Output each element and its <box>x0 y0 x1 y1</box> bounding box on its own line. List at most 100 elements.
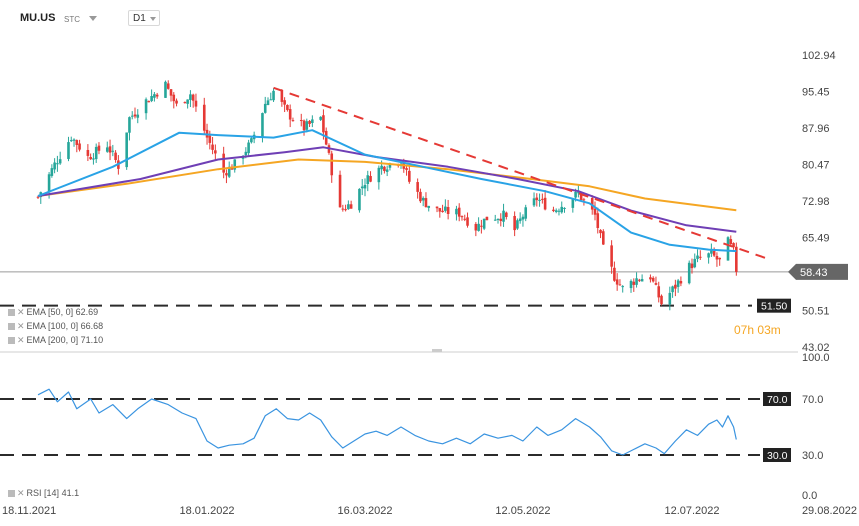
legend-ema200[interactable]: ✕ EMA [200, 0] 71.10 <box>8 335 103 346</box>
candle-down <box>291 120 295 122</box>
candle-up <box>493 219 497 221</box>
candle-up <box>629 280 633 289</box>
candle-down <box>735 246 738 272</box>
candle-down <box>718 257 721 260</box>
candle-up <box>696 255 699 259</box>
indicator-settings-icon[interactable] <box>8 323 15 330</box>
candle-down <box>86 149 90 156</box>
candle-down <box>613 267 616 281</box>
candle-up <box>635 278 638 285</box>
price-axis-tick-label: 50.51 <box>802 306 830 318</box>
candle-up <box>557 210 561 212</box>
candle-up <box>72 139 76 141</box>
legend-ema100[interactable]: ✕ EMA [100, 0] 66.68 <box>8 321 103 332</box>
close-icon[interactable]: ✕ <box>17 321 25 331</box>
candle-up <box>266 100 270 105</box>
ema100-line <box>37 146 737 233</box>
candle-down <box>654 283 658 285</box>
candle-down <box>552 209 555 211</box>
candle-down <box>97 145 101 151</box>
candle-down <box>463 218 467 220</box>
price-axis-tick-label: 87.96 <box>802 123 830 135</box>
rsi-30-badge: 30.0 <box>763 448 791 462</box>
candle-down <box>419 191 422 202</box>
candle-down <box>286 104 289 110</box>
date-axis-tick-label: 29.08.2022 <box>802 505 857 517</box>
candle-up <box>53 162 56 170</box>
candle-up <box>128 117 131 133</box>
close-icon[interactable]: ✕ <box>17 488 25 498</box>
price-axis-tick-label: 72.98 <box>802 196 830 208</box>
symbol-dropdown-icon[interactable] <box>89 16 97 21</box>
candle-down <box>383 166 386 171</box>
candle-up <box>377 167 381 183</box>
candle-up <box>571 199 575 208</box>
indicator-settings-icon[interactable] <box>8 490 15 497</box>
rsi-axis-tick-label: 30.0 <box>802 450 823 462</box>
candle-up <box>153 94 156 98</box>
date-axis-tick-label: 16.03.2022 <box>337 505 392 517</box>
candle-down <box>446 207 450 214</box>
candle-up <box>518 218 522 222</box>
candle-countdown: 07h 03m <box>734 323 781 337</box>
candle-down <box>169 89 173 96</box>
symbol-label: MU.US <box>20 12 56 24</box>
candle-down <box>194 100 198 107</box>
close-icon[interactable]: ✕ <box>17 307 25 317</box>
rsi-axis-tick-label: 0.0 <box>802 490 817 502</box>
pane-resize-handle <box>432 349 442 352</box>
candle-up <box>189 94 192 100</box>
legend-ema50[interactable]: ✕ EMA [50, 0] 62.69 <box>8 307 98 318</box>
candle-down <box>222 153 225 173</box>
candle-down <box>698 256 702 258</box>
candle-down <box>308 120 311 124</box>
candle-up <box>538 199 541 201</box>
indicator-settings-icon[interactable] <box>8 337 15 344</box>
price-axis-tick-label: 65.49 <box>802 233 830 245</box>
rsi-line <box>37 388 737 456</box>
candle-down <box>535 197 539 201</box>
candle-down <box>690 263 694 269</box>
candle-up <box>421 197 425 201</box>
candle-down <box>485 216 489 221</box>
candle-up <box>244 151 248 156</box>
candle-down <box>729 239 733 245</box>
candle-down <box>405 168 408 170</box>
indicator-settings-icon[interactable] <box>8 309 15 316</box>
last-price-badge: 58.43 <box>788 263 848 280</box>
candle-down <box>599 229 602 234</box>
candle-down <box>602 231 605 245</box>
candle-up <box>261 113 264 137</box>
candle-down <box>499 218 503 221</box>
candle-down <box>618 284 622 286</box>
candle-down <box>89 157 92 160</box>
candle-up <box>144 99 148 114</box>
candle-up <box>640 278 644 282</box>
rsi-label: RSI [14] 41.1 <box>26 488 80 498</box>
candle-down <box>324 130 328 145</box>
candle-up <box>69 140 73 142</box>
candle-up <box>671 286 674 293</box>
candle-up <box>726 237 730 261</box>
rsi-axis-tick-label: 100.0 <box>802 352 830 364</box>
date-axis-tick-label: 12.05.2022 <box>495 505 550 517</box>
candle-down <box>610 245 613 267</box>
candle-up <box>272 90 275 101</box>
close-icon[interactable]: ✕ <box>17 335 25 345</box>
legend-rsi[interactable]: ✕ RSI [14] 41.1 <box>8 488 79 499</box>
candle-down <box>712 250 716 256</box>
candle-up <box>319 116 322 120</box>
candle-up <box>360 186 364 189</box>
ema200-label: EMA [200, 0] 71.10 <box>26 335 104 345</box>
candle-down <box>424 198 428 208</box>
candle-down <box>299 119 303 121</box>
timeframe-select[interactable]: D1 <box>128 10 160 26</box>
candle-up <box>676 280 680 287</box>
candle-down <box>438 208 442 212</box>
candle-down <box>369 175 372 182</box>
candle-down <box>615 279 619 285</box>
candle-up <box>305 121 309 130</box>
price-axis-tick-label: 80.47 <box>802 160 830 172</box>
price-axis-tick-label: 95.45 <box>802 87 830 99</box>
